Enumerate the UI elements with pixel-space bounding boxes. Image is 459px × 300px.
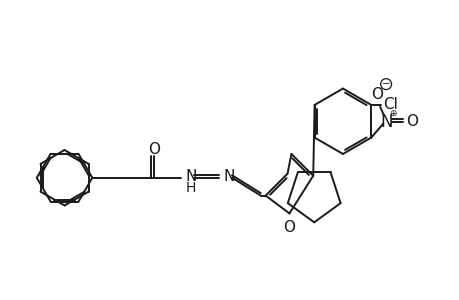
Text: O: O <box>370 86 382 101</box>
Text: −: − <box>381 79 390 89</box>
Text: N: N <box>380 113 392 131</box>
Text: O: O <box>147 142 159 158</box>
Text: N: N <box>223 169 234 184</box>
Text: N: N <box>185 169 196 184</box>
Text: O: O <box>405 114 417 129</box>
Text: Cl: Cl <box>382 98 397 112</box>
Text: ⊕: ⊕ <box>388 109 396 118</box>
Text: H: H <box>185 181 196 195</box>
Text: O: O <box>283 220 295 235</box>
